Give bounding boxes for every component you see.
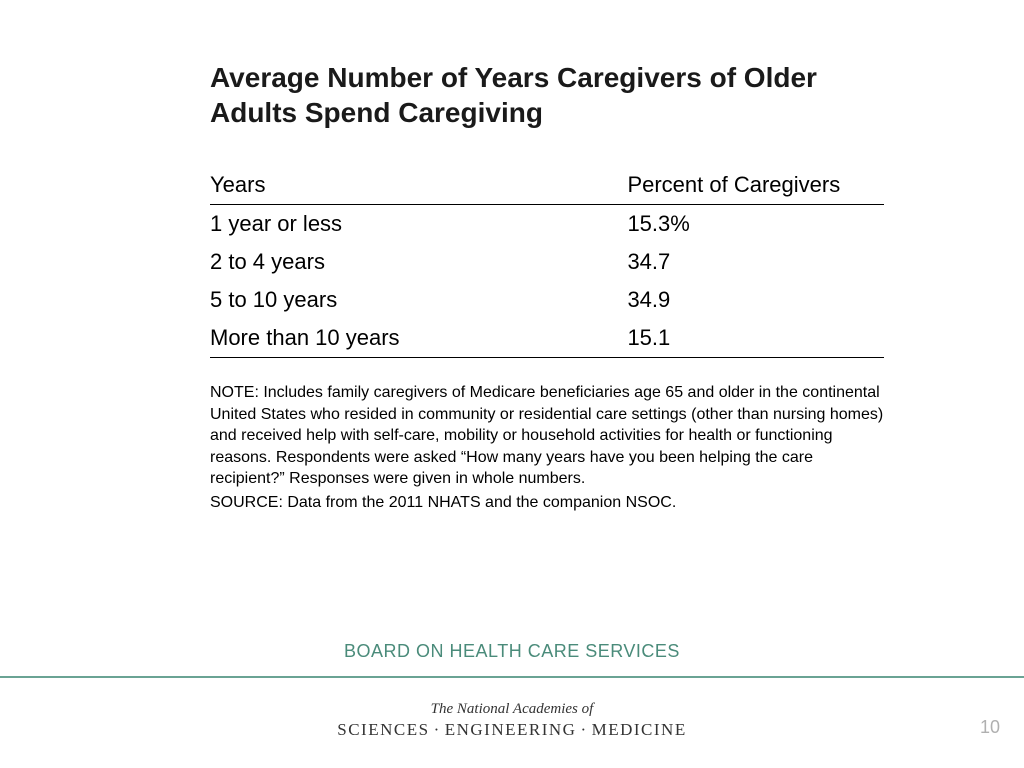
table-header-row: Years Percent of Caregivers bbox=[210, 168, 884, 205]
table-row: 2 to 4 years 34.7 bbox=[210, 243, 884, 281]
separator-dot-icon: · bbox=[580, 720, 587, 739]
separator-dot-icon: · bbox=[434, 720, 441, 739]
footer-word-sciences: SCIENCES bbox=[337, 720, 429, 739]
note-text: NOTE: Includes family caregivers of Medi… bbox=[210, 382, 884, 490]
cell-years: 2 to 4 years bbox=[210, 243, 587, 281]
footer-word-medicine: MEDICINE bbox=[592, 720, 687, 739]
cell-percent: 15.3% bbox=[587, 205, 884, 244]
source-text: SOURCE: Data from the 2011 NHATS and the… bbox=[210, 492, 884, 514]
footer-line2: SCIENCES ·ENGINEERING· MEDICINE bbox=[0, 720, 1024, 740]
page-number: 10 bbox=[980, 717, 1000, 738]
cell-years: 5 to 10 years bbox=[210, 281, 587, 319]
col-header-years: Years bbox=[210, 168, 587, 205]
cell-percent: 15.1 bbox=[587, 319, 884, 358]
cell-years: More than 10 years bbox=[210, 319, 587, 358]
table-row: 5 to 10 years 34.9 bbox=[210, 281, 884, 319]
caregiver-years-table: Years Percent of Caregivers 1 year or le… bbox=[210, 168, 884, 358]
footer-word-engineering: ENGINEERING bbox=[445, 720, 577, 739]
horizontal-divider bbox=[0, 676, 1024, 678]
slide-title: Average Number of Years Caregivers of Ol… bbox=[210, 60, 884, 130]
col-header-percent: Percent of Caregivers bbox=[587, 168, 884, 205]
board-line: BOARD ON HEALTH CARE SERVICES bbox=[0, 641, 1024, 662]
cell-percent: 34.9 bbox=[587, 281, 884, 319]
table-row: 1 year or less 15.3% bbox=[210, 205, 884, 244]
footer-line1: The National Academies of bbox=[0, 701, 1024, 718]
table-row: More than 10 years 15.1 bbox=[210, 319, 884, 358]
cell-percent: 34.7 bbox=[587, 243, 884, 281]
footer-attribution: The National Academies of SCIENCES ·ENGIN… bbox=[0, 701, 1024, 740]
cell-years: 1 year or less bbox=[210, 205, 587, 244]
